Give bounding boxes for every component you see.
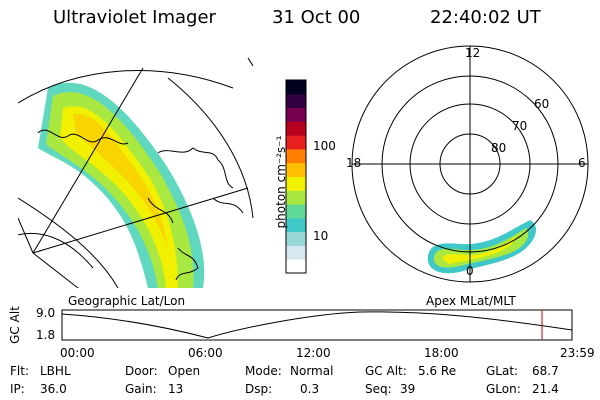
colorbar-stripe xyxy=(286,121,306,136)
dsp-value: 0.3 xyxy=(300,382,320,396)
flt-value: LBHL xyxy=(40,364,71,378)
colorbar-stripe xyxy=(286,93,306,109)
geographic-image-panel xyxy=(18,57,254,288)
colorbar-stripe xyxy=(286,176,306,191)
x-tick-1800: 18:00 xyxy=(424,346,459,360)
seq-label: Seq: xyxy=(365,382,392,396)
door-label: Door: xyxy=(125,364,158,378)
gcalt-value: 5.6 Re xyxy=(418,364,457,378)
colorbar xyxy=(285,79,307,274)
colorbar-stripe xyxy=(286,162,306,177)
seq-value: 39 xyxy=(400,382,416,396)
mlt-0-label: 0 xyxy=(466,264,474,278)
gcalt-label: GC Alt: xyxy=(365,364,407,378)
lat-80-label: 80 xyxy=(491,141,507,155)
mlt-18-label: 18 xyxy=(346,156,362,170)
altitude-plot xyxy=(61,309,573,341)
colorbar-stripe xyxy=(286,217,306,233)
colorbar-stripe xyxy=(286,245,306,260)
colorbar-stripe xyxy=(286,259,306,274)
flt-label: Flt: xyxy=(10,364,29,378)
lat-60-label: 60 xyxy=(534,97,550,111)
ip-value: 36.0 xyxy=(40,382,67,396)
polar-panel-label: Apex MLat/MLT xyxy=(426,294,516,308)
altitude-curve xyxy=(61,311,573,339)
colorbar-unit-label: photon cm⁻²s⁻¹ xyxy=(274,135,288,229)
colorbar-stripe xyxy=(286,135,306,150)
colorbar-stripe xyxy=(286,231,306,246)
altitude-ymin-label: 1.8 xyxy=(36,328,56,342)
geo-grid xyxy=(18,67,254,288)
mode-label: Mode: xyxy=(245,364,282,378)
altitude-ylabel: GC Alt xyxy=(7,306,22,344)
colorbar-stripe xyxy=(286,80,306,95)
geo-panel-label: Geographic Lat/Lon xyxy=(68,294,186,308)
gain-value: 13 xyxy=(168,382,184,396)
colorbar-tick-100: 100 xyxy=(313,139,336,153)
mode-value: Normal xyxy=(290,364,334,378)
aurora-band-core xyxy=(60,106,178,288)
glat-label: GLat: xyxy=(486,364,519,378)
x-tick-1200: 12:00 xyxy=(296,346,331,360)
dsp-label: Dsp: xyxy=(245,382,273,396)
glat-value: 68.7 xyxy=(532,364,559,378)
time-label: 22:40:02 UT xyxy=(430,7,541,28)
coastlines xyxy=(37,57,254,281)
glon-label: GLon: xyxy=(486,382,521,396)
x-tick-0000: 00:00 xyxy=(60,346,95,360)
altitude-ymax-label: 9.0 xyxy=(36,306,56,320)
colorbar-tick-10: 10 xyxy=(313,229,329,243)
date-label: 31 Oct 00 xyxy=(272,7,361,28)
ip-label: IP: xyxy=(10,382,25,396)
x-tick-2359: 23:59 xyxy=(560,346,595,360)
aurora-band-bright xyxy=(73,113,168,248)
colorbar-stripe xyxy=(286,148,306,164)
x-tick-0600: 06:00 xyxy=(188,346,223,360)
mlt-6-label: 6 xyxy=(578,156,586,170)
mlt-12-label: 12 xyxy=(465,46,481,60)
colorbar-stripe xyxy=(286,107,306,122)
instrument-title: Ultraviolet Imager xyxy=(53,7,216,28)
colorbar-stripe xyxy=(286,204,306,219)
glon-value: 21.4 xyxy=(532,382,559,396)
polar-plot xyxy=(351,45,589,283)
polar-aurora-core xyxy=(442,236,516,264)
lat-70-label: 70 xyxy=(512,119,528,133)
gain-label: Gain: xyxy=(125,382,157,396)
door-value: Open xyxy=(168,364,201,378)
colorbar-stripe xyxy=(286,190,306,205)
